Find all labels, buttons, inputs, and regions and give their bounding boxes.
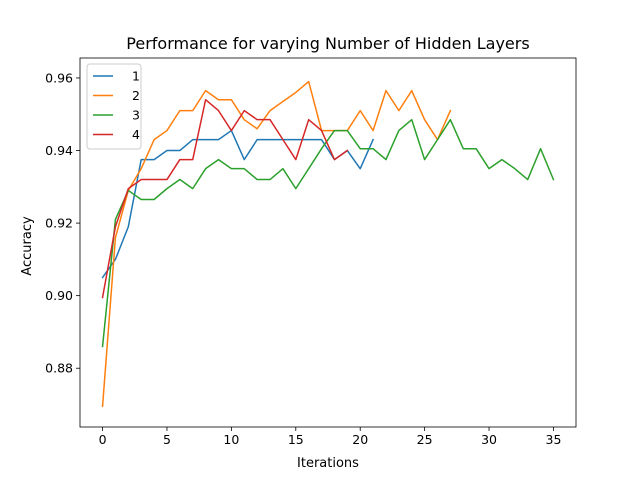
legend-label-4: 4 — [132, 127, 140, 142]
x-tick-label: 20 — [352, 432, 368, 447]
series-line-1 — [101, 129, 375, 279]
series-line-3 — [101, 118, 555, 348]
legend-label-1: 1 — [132, 69, 140, 84]
x-axis-title: Iterations — [297, 456, 359, 471]
y-axis-title: Accuracy — [20, 216, 35, 276]
legend: 1 2 3 4 — [86, 63, 142, 150]
x-tick-label: 30 — [481, 432, 497, 447]
x-tick-label: 5 — [163, 432, 171, 447]
legend-label-2: 2 — [132, 88, 140, 103]
chart-title: Performance for varying Number of Hidden… — [126, 34, 529, 53]
series-lines — [101, 80, 555, 408]
series-line-2 — [101, 80, 452, 408]
x-tick-label: 25 — [417, 432, 433, 447]
x-tick-label: 35 — [546, 432, 562, 447]
x-tick-label: 15 — [288, 432, 304, 447]
y-tick-label: 0.88 — [45, 361, 73, 376]
x-tick-label: 0 — [99, 432, 107, 447]
y-tick-label: 0.90 — [45, 288, 73, 303]
y-tick-label: 0.94 — [45, 143, 73, 158]
legend-label-3: 3 — [132, 108, 140, 123]
series-line-4 — [101, 98, 349, 299]
plot-area: 0 5 10 15 20 25 30 35 0.88 0.90 0.92 0.94 0.96 — [45, 57, 577, 447]
x-tick-label: 10 — [223, 432, 239, 447]
axes-frame — [79, 57, 577, 428]
legend-box — [86, 63, 142, 150]
y-tick-label: 0.92 — [45, 216, 73, 231]
y-tick-label: 0.96 — [45, 70, 73, 85]
